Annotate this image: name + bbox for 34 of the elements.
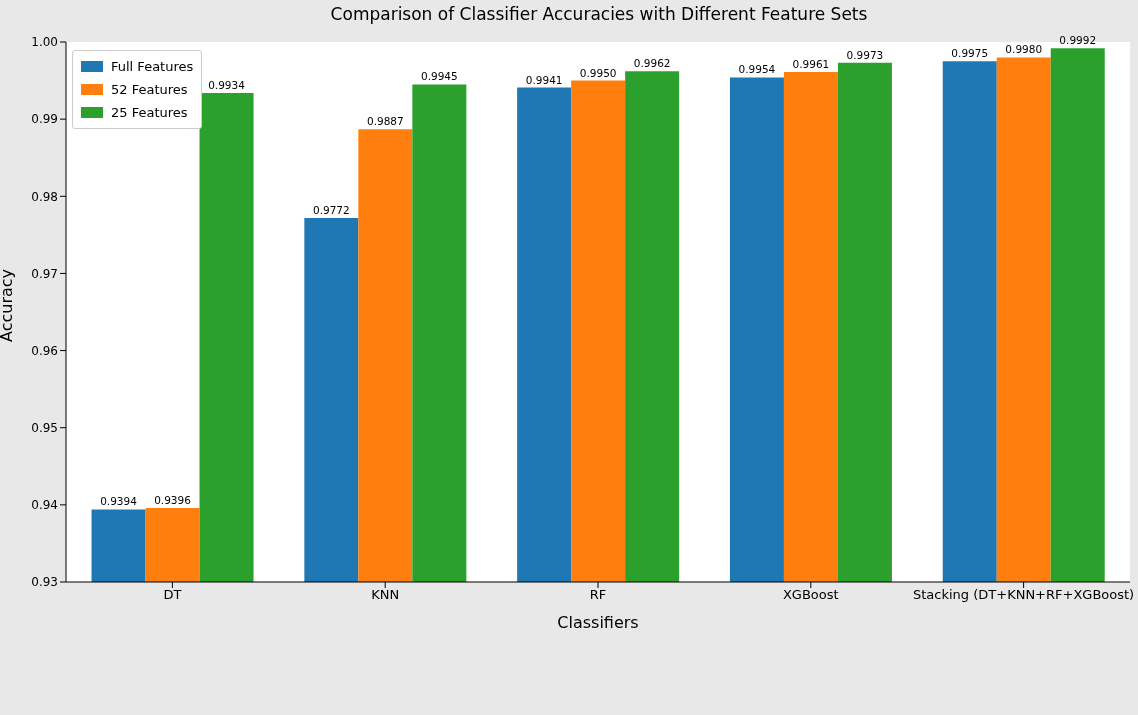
x-axis-title: Classifiers [557, 613, 639, 632]
data-label: 0.9975 [951, 47, 989, 60]
legend-label: 52 Features [110, 81, 189, 99]
data-label: 0.9941 [525, 73, 563, 86]
x-tick-label: KNN [371, 587, 400, 603]
y-tick-label: 0.95 [31, 420, 58, 435]
data-label: 0.9772 [312, 203, 350, 216]
y-tick-label: 0.96 [31, 343, 58, 358]
y-tick-label: 0.97 [31, 266, 58, 281]
y-tick-label: 0.94 [31, 498, 58, 513]
x-tick-label: XGBoost [782, 587, 839, 603]
data-label: 0.9962 [633, 57, 671, 70]
legend-label: 25 Features [110, 104, 189, 122]
data-label: 0.9980 [1005, 43, 1043, 56]
data-label: 0.9934 [208, 78, 246, 91]
x-tick-label: RF [589, 587, 607, 603]
x-tick-label: DT [163, 587, 182, 603]
data-label: 0.9950 [579, 66, 617, 79]
legend-label: Full Features [110, 58, 194, 76]
data-label: 0.9887 [366, 115, 404, 128]
data-label: 0.9992 [1059, 34, 1097, 47]
y-tick-label: 1.00 [31, 35, 58, 50]
x-tick-label: Stacking (DT+KNN+RF+XGBoost) [913, 587, 1135, 603]
chart-title: Comparison of Classifier Accuracies with Different Feature Sets [329, 3, 869, 26]
data-label: 0.9394 [100, 495, 138, 508]
data-label: 0.9961 [792, 58, 830, 71]
y-axis-title: Accuracy [0, 268, 16, 342]
y-tick-label: 0.98 [31, 189, 58, 204]
data-label: 0.9954 [738, 63, 776, 76]
y-tick-label: 0.93 [31, 575, 58, 590]
data-label: 0.9945 [420, 70, 458, 83]
data-label: 0.9973 [846, 48, 884, 61]
y-tick-label: 0.99 [31, 112, 58, 127]
data-label: 0.9396 [154, 493, 192, 506]
